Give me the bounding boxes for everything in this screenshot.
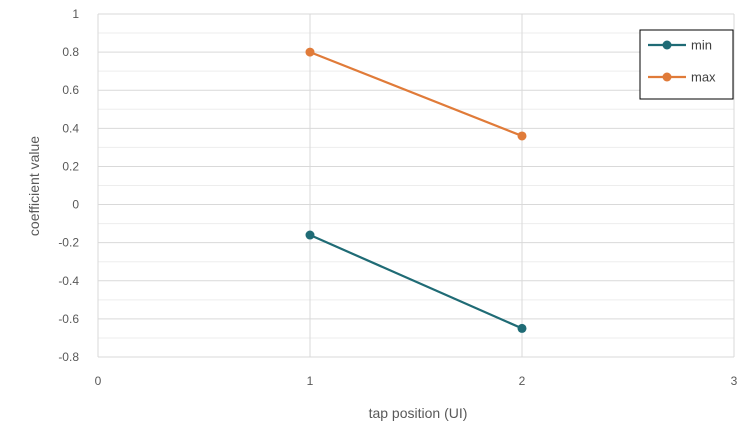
- data-point-max: [305, 47, 315, 57]
- x-tick-label: 3: [731, 374, 738, 388]
- x-tick-label: 2: [519, 374, 526, 388]
- series-max: [305, 47, 527, 141]
- legend-label: min: [691, 38, 712, 53]
- y-tick-label: 0.8: [62, 45, 79, 59]
- x-axis-label: tap position (UI): [369, 405, 468, 421]
- tick-labels: -0.8 -0.6 -0.4 -0.2 0 0.2 0.4 0.6 0.8 1 0 1 2 3: [58, 7, 737, 388]
- series-min: [305, 230, 527, 333]
- y-tick-label: 0: [72, 198, 79, 212]
- series-line-max: [309, 51, 523, 137]
- y-tick-label: -0.2: [58, 236, 79, 250]
- y-tick-label: 0.6: [62, 83, 79, 97]
- y-tick-label: 1: [72, 7, 79, 21]
- legend-swatch-marker: [662, 40, 672, 50]
- legend-swatch-marker: [662, 72, 672, 82]
- y-tick-label: 0.4: [62, 121, 79, 135]
- y-tick-label: 0.2: [62, 159, 79, 173]
- y-axis-label: coefficient value: [26, 136, 42, 236]
- x-tick-label: 0: [95, 374, 102, 388]
- y-tick-label: -0.8: [58, 350, 79, 364]
- data-point-min: [305, 230, 315, 240]
- data-point-max: [517, 131, 527, 141]
- series: [305, 47, 527, 333]
- x-tick-label: 1: [307, 374, 314, 388]
- legend-box: [639, 29, 734, 100]
- y-tick-label: -0.6: [58, 312, 79, 326]
- legend-item-min: min: [648, 38, 712, 53]
- y-tick-label: -0.4: [58, 274, 79, 288]
- series-line-min: [309, 234, 523, 330]
- legend-item-max: max: [648, 70, 716, 85]
- legend: min max: [639, 29, 734, 100]
- data-point-min: [517, 323, 527, 333]
- grid: [97, 13, 735, 358]
- legend-label: max: [691, 70, 716, 85]
